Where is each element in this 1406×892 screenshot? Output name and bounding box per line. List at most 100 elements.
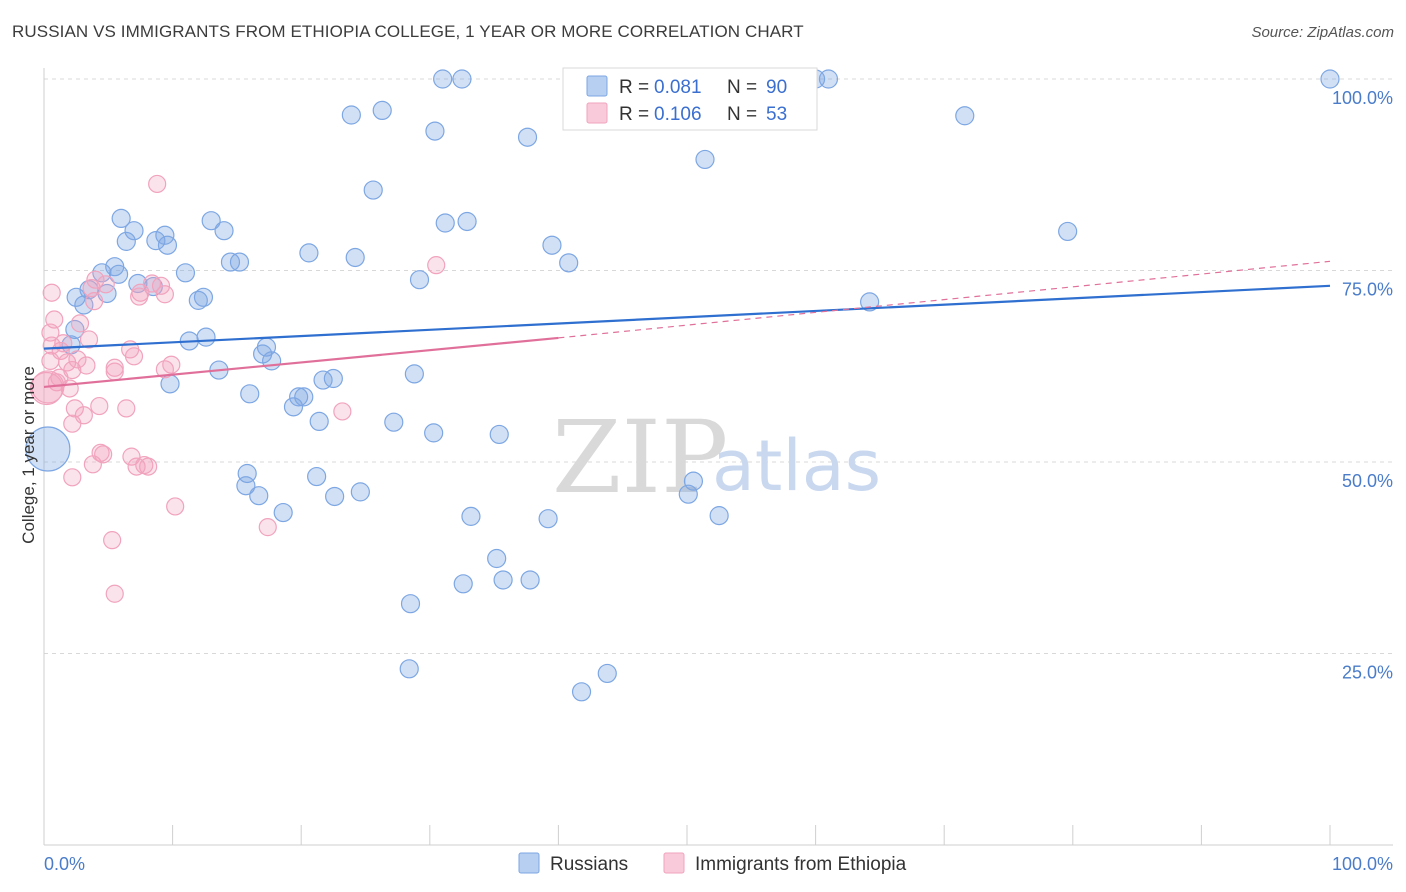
legend-r-label-russians: R = xyxy=(619,77,649,98)
bottom-legend-ethiopia[interactable]: Immigrants from Ethiopia xyxy=(695,854,907,875)
point-russians xyxy=(294,387,314,407)
point-russians xyxy=(372,100,392,121)
point-russians xyxy=(709,506,729,526)
point-ethiopia xyxy=(155,285,174,304)
point-ethiopia xyxy=(83,455,102,474)
point-ethiopia xyxy=(65,399,84,418)
y-tick-label: 25.0% xyxy=(1342,663,1393,683)
point-russians xyxy=(678,484,698,504)
point-russians xyxy=(283,397,304,417)
axes xyxy=(43,68,1393,846)
point-russians xyxy=(487,548,507,569)
point-ethiopia xyxy=(70,314,90,333)
point-ethiopia xyxy=(148,174,167,194)
point-ethiopia xyxy=(29,371,64,406)
point-russians xyxy=(341,105,361,125)
chart-title: RUSSIAN VS IMMIGRANTS FROM ETHIOPIA COLL… xyxy=(12,22,804,41)
point-russians xyxy=(307,466,327,487)
point-ethiopia xyxy=(427,256,446,275)
point-ethiopia xyxy=(162,355,181,374)
point-russians xyxy=(229,252,250,272)
point-russians xyxy=(457,211,477,232)
legend-swatch-ethiopia xyxy=(586,102,608,124)
x-tick-label: 0.0% xyxy=(44,854,85,874)
point-ethiopia xyxy=(41,323,60,342)
point-ethiopia xyxy=(139,457,158,476)
legend-n-value-ethiopia: 53 xyxy=(766,104,787,125)
point-ethiopia xyxy=(79,330,99,349)
y-axis-title: College, 1 year or more xyxy=(19,366,38,544)
point-russians xyxy=(157,235,178,255)
y-tick-labels: 25.0% 50.0% 75.0% 100.0% xyxy=(1332,88,1393,683)
point-russians xyxy=(384,412,404,432)
x-tick-labels: 0.0% 100.0% xyxy=(44,854,1393,874)
point-ethiopia xyxy=(166,497,185,516)
legend-n-value-russians: 90 xyxy=(766,77,787,98)
point-russians xyxy=(461,506,481,526)
point-ethiopia xyxy=(130,287,149,306)
point-russians xyxy=(313,370,333,390)
point-ethiopia xyxy=(42,283,61,302)
trend-line-russians xyxy=(43,284,1331,350)
point-russians xyxy=(188,290,208,310)
ethiopia-points xyxy=(29,174,446,603)
trend-lines xyxy=(43,260,1331,389)
point-russians xyxy=(435,213,455,233)
point-ethiopia xyxy=(105,584,124,603)
trend-line-ethiopia-extension xyxy=(558,260,1331,339)
point-russians xyxy=(452,69,472,89)
point-russians xyxy=(175,263,196,283)
point-russians xyxy=(453,574,473,594)
point-ethiopia xyxy=(90,396,109,416)
point-ethiopia xyxy=(105,358,124,377)
point-ethiopia xyxy=(41,351,60,370)
point-russians xyxy=(25,426,71,472)
legend-swatch-russians xyxy=(586,75,608,97)
point-russians xyxy=(237,463,257,484)
point-russians xyxy=(542,235,562,255)
point-russians xyxy=(520,570,540,590)
watermark-atlas: atlas xyxy=(712,425,881,507)
point-ethiopia xyxy=(86,270,105,289)
point-russians xyxy=(955,106,975,126)
legend: R = 0.081 N = 90 R = 0.106 N = 53 xyxy=(562,67,818,131)
legend-r-value-russians: 0.081 xyxy=(654,77,702,98)
point-russians xyxy=(1058,221,1078,242)
legend-n-label-ethiopia: N = xyxy=(727,104,757,125)
point-russians xyxy=(571,682,592,702)
point-ethiopia xyxy=(63,468,82,487)
x-tick-label: 100.0% xyxy=(1332,854,1393,874)
point-russians xyxy=(74,295,94,315)
bottom-legend-russians[interactable]: Russians xyxy=(550,854,628,875)
legend-r-label-ethiopia: R = xyxy=(619,104,649,125)
point-russians xyxy=(201,211,221,231)
legend-r-value-ethiopia: 0.106 xyxy=(654,104,702,125)
point-russians xyxy=(309,411,329,432)
point-russians xyxy=(108,264,129,284)
point-russians xyxy=(323,368,343,389)
point-russians xyxy=(299,243,319,263)
point-russians xyxy=(559,253,579,273)
point-russians xyxy=(249,486,269,506)
bottom-legend-swatch-russians xyxy=(518,852,540,874)
point-ethiopia xyxy=(85,292,104,311)
bottom-legend: Russians Immigrants from Ethiopia xyxy=(518,852,907,875)
point-ethiopia xyxy=(122,447,141,466)
point-ethiopia xyxy=(124,347,144,366)
point-russians xyxy=(196,327,216,347)
point-ethiopia xyxy=(142,274,162,293)
point-russians xyxy=(433,69,453,89)
point-russians xyxy=(240,384,260,404)
bottom-legend-swatch-ethiopia xyxy=(663,852,685,874)
grid-lines xyxy=(44,78,1393,654)
point-ethiopia xyxy=(63,414,82,433)
watermark-zip: ZIP xyxy=(552,399,728,516)
point-ethiopia xyxy=(258,518,277,537)
point-russians xyxy=(236,476,256,496)
point-ethiopia xyxy=(105,362,124,381)
legend-n-label-russians: N = xyxy=(727,77,757,98)
point-ethiopia xyxy=(333,402,352,421)
point-russians xyxy=(92,263,112,283)
point-russians xyxy=(345,247,365,268)
